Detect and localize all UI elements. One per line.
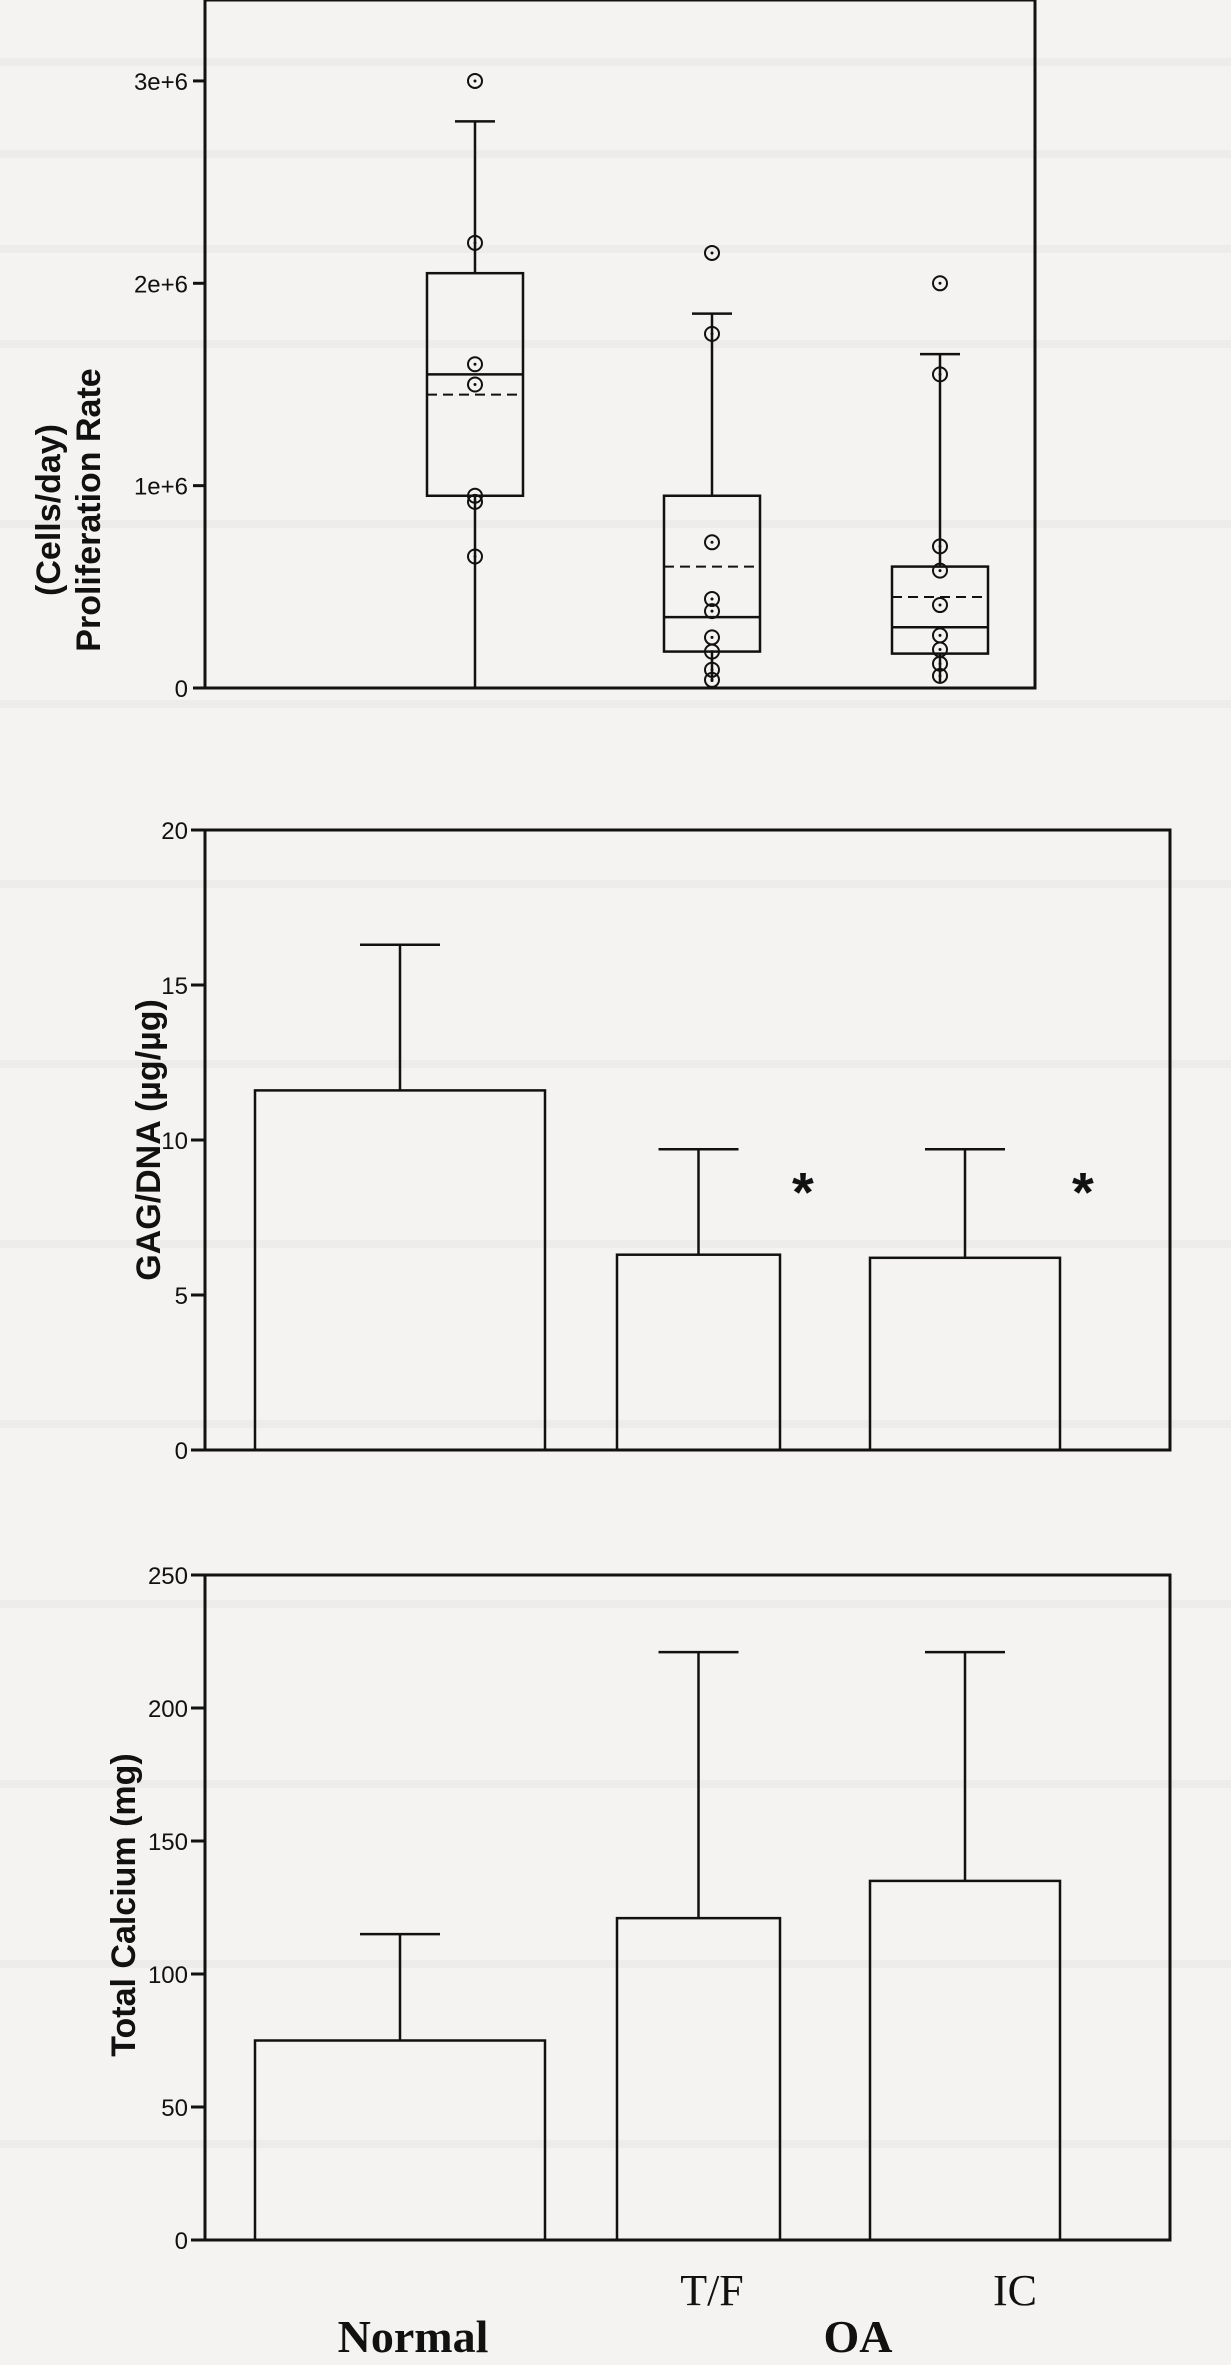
bar bbox=[615, 1916, 782, 2242]
y-tick-label: 20 bbox=[161, 818, 188, 845]
y-tick-label: 250 bbox=[148, 1563, 188, 1590]
y-tick-label: 150 bbox=[148, 1829, 188, 1856]
y-axis-label-calcium: Total Calcium (mg) bbox=[105, 1753, 143, 2057]
outlier-point bbox=[932, 597, 948, 614]
group-label-normal: Normal bbox=[338, 2311, 489, 2362]
significance-asterisk: * bbox=[792, 1160, 814, 1223]
y-tick-label: 50 bbox=[161, 2095, 188, 2122]
outlier-point bbox=[704, 534, 720, 551]
outlier-dot bbox=[710, 597, 714, 601]
y-tick-label: 100 bbox=[148, 1962, 188, 1989]
outlier-point bbox=[704, 661, 720, 678]
outlier-dot bbox=[938, 648, 942, 652]
y-tick-label: 2e+6 bbox=[134, 271, 188, 298]
category-label-ic: IC bbox=[993, 2266, 1037, 2315]
plot-frame-a bbox=[203, 0, 1037, 690]
y-axis-label-gag: GAG/DNA (µg/µg) bbox=[130, 999, 168, 1281]
significance-asterisk: * bbox=[1072, 1160, 1094, 1223]
outlier-dot bbox=[710, 332, 714, 336]
outlier-point bbox=[467, 356, 483, 373]
outlier-point bbox=[704, 671, 720, 688]
y-tick-label: 200 bbox=[148, 1696, 188, 1723]
y-axis-label-line1: Proliferation Rate bbox=[70, 368, 108, 651]
category-label-tf: T/F bbox=[680, 2266, 744, 2315]
outlier-dot bbox=[473, 362, 477, 366]
outlier-dot bbox=[710, 635, 714, 639]
outlier-dot bbox=[473, 382, 477, 386]
bar bbox=[615, 1253, 782, 1452]
outlier-point bbox=[467, 376, 483, 393]
group-label-oa: OA bbox=[824, 2311, 893, 2362]
outlier-point bbox=[932, 562, 948, 579]
outlier-point bbox=[704, 590, 720, 607]
bar bbox=[868, 1879, 1062, 2242]
outlier-dot bbox=[710, 540, 714, 544]
bar bbox=[253, 1089, 547, 1452]
outlier-dot bbox=[710, 251, 714, 255]
outlier-point bbox=[467, 548, 483, 565]
outlier-point bbox=[932, 667, 948, 684]
plot-frame-c bbox=[203, 1573, 1172, 2242]
outlier-dot bbox=[710, 650, 714, 654]
outlier-dot bbox=[473, 554, 477, 558]
outlier-dot bbox=[473, 79, 477, 83]
box bbox=[662, 494, 762, 653]
y-tick-label: 15 bbox=[161, 973, 188, 1000]
outlier-dot bbox=[938, 674, 942, 678]
y-tick-label: 0 bbox=[175, 676, 188, 703]
outlier-dot bbox=[938, 603, 942, 607]
outlier-dot bbox=[938, 569, 942, 573]
outlier-point bbox=[704, 603, 720, 620]
outlier-dot bbox=[938, 662, 942, 666]
outlier-dot bbox=[938, 281, 942, 285]
y-axis-label-line2: (Cells/day) bbox=[30, 424, 68, 596]
bar bbox=[868, 1256, 1062, 1452]
outlier-dot bbox=[938, 372, 942, 376]
box bbox=[890, 565, 990, 655]
outlier-point bbox=[467, 234, 483, 251]
plot-frame-b bbox=[203, 828, 1172, 1452]
outlier-dot bbox=[710, 678, 714, 682]
y-tick-label: 0 bbox=[175, 1438, 188, 1465]
outlier-point bbox=[467, 493, 483, 510]
category-labels: T/F IC Normal OA bbox=[338, 2266, 1037, 2362]
outlier-dot bbox=[938, 633, 942, 637]
y-tick-label: 10 bbox=[161, 1128, 188, 1155]
outlier-dot bbox=[710, 668, 714, 672]
y-tick-label: 1e+6 bbox=[134, 474, 188, 501]
y-tick-label: 0 bbox=[175, 2228, 188, 2255]
outlier-point bbox=[932, 275, 948, 292]
outlier-dot bbox=[710, 609, 714, 613]
y-tick-label: 3e+6 bbox=[134, 69, 188, 96]
y-tick-label: 5 bbox=[175, 1283, 188, 1310]
outlier-dot bbox=[938, 544, 942, 548]
outlier-dot bbox=[473, 241, 477, 245]
bar bbox=[253, 2039, 547, 2242]
outlier-point bbox=[704, 643, 720, 660]
outlier-point bbox=[932, 366, 948, 383]
proliferation-box-plot: Proliferation Rate (Cells/day) 0 1e+6 2e+6… bbox=[30, 0, 1037, 703]
outlier-point bbox=[467, 72, 483, 89]
outlier-point bbox=[704, 244, 720, 261]
outlier-point bbox=[704, 325, 720, 342]
outlier-point bbox=[932, 538, 948, 555]
outlier-point bbox=[932, 655, 948, 672]
calcium-bar-chart: Total Calcium (mg) 0 50 100 150 200 250 bbox=[105, 1563, 1172, 2255]
outlier-dot bbox=[473, 500, 477, 504]
gag-dna-bar-chart: GAG/DNA (µg/µg) 0 5 10 15 20 * * bbox=[130, 818, 1172, 1465]
